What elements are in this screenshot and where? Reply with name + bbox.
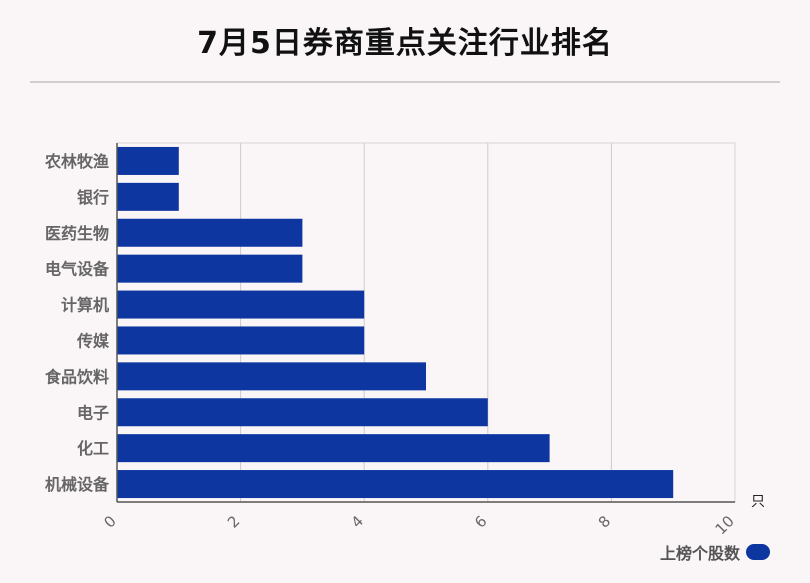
y-category-label: 银行 (77, 188, 109, 207)
x-tick-label: 4 (348, 512, 367, 531)
bar (117, 470, 674, 499)
bar (117, 254, 303, 283)
legend[interactable]: 上榜个股数 (660, 540, 770, 564)
y-category-label: 电气设备 (45, 260, 110, 279)
bar (117, 290, 365, 319)
x-tick-label: 6 (471, 512, 490, 531)
y-category-label: 化工 (77, 439, 109, 458)
bar (117, 146, 179, 175)
title-divider (30, 81, 780, 83)
y-category-label: 电子 (77, 403, 109, 422)
y-category-label: 食品饮料 (44, 367, 109, 386)
bar (117, 398, 488, 427)
bar (117, 182, 179, 211)
chart-title: 7月5日券商重点关注行业排名 (197, 26, 613, 61)
x-tick-label: 0 (100, 512, 119, 531)
x-tick-label: 2 (224, 512, 243, 531)
bar (117, 326, 365, 355)
y-category-label: 医药生物 (45, 224, 109, 243)
y-category-label: 计算机 (61, 296, 109, 315)
x-tick-label: 8 (595, 512, 614, 531)
x-tick-label: 10 (712, 512, 738, 538)
legend-label: 上榜个股数 (659, 544, 740, 563)
y-category-label: 传媒 (76, 331, 110, 350)
y-category-label: 机械设备 (45, 475, 110, 494)
legend-swatch (746, 544, 770, 560)
x-unit-label: 只 (751, 494, 765, 510)
bar (117, 434, 550, 463)
bar (117, 362, 426, 391)
bar (117, 218, 303, 247)
y-category-label: 农林牧渔 (44, 152, 109, 171)
